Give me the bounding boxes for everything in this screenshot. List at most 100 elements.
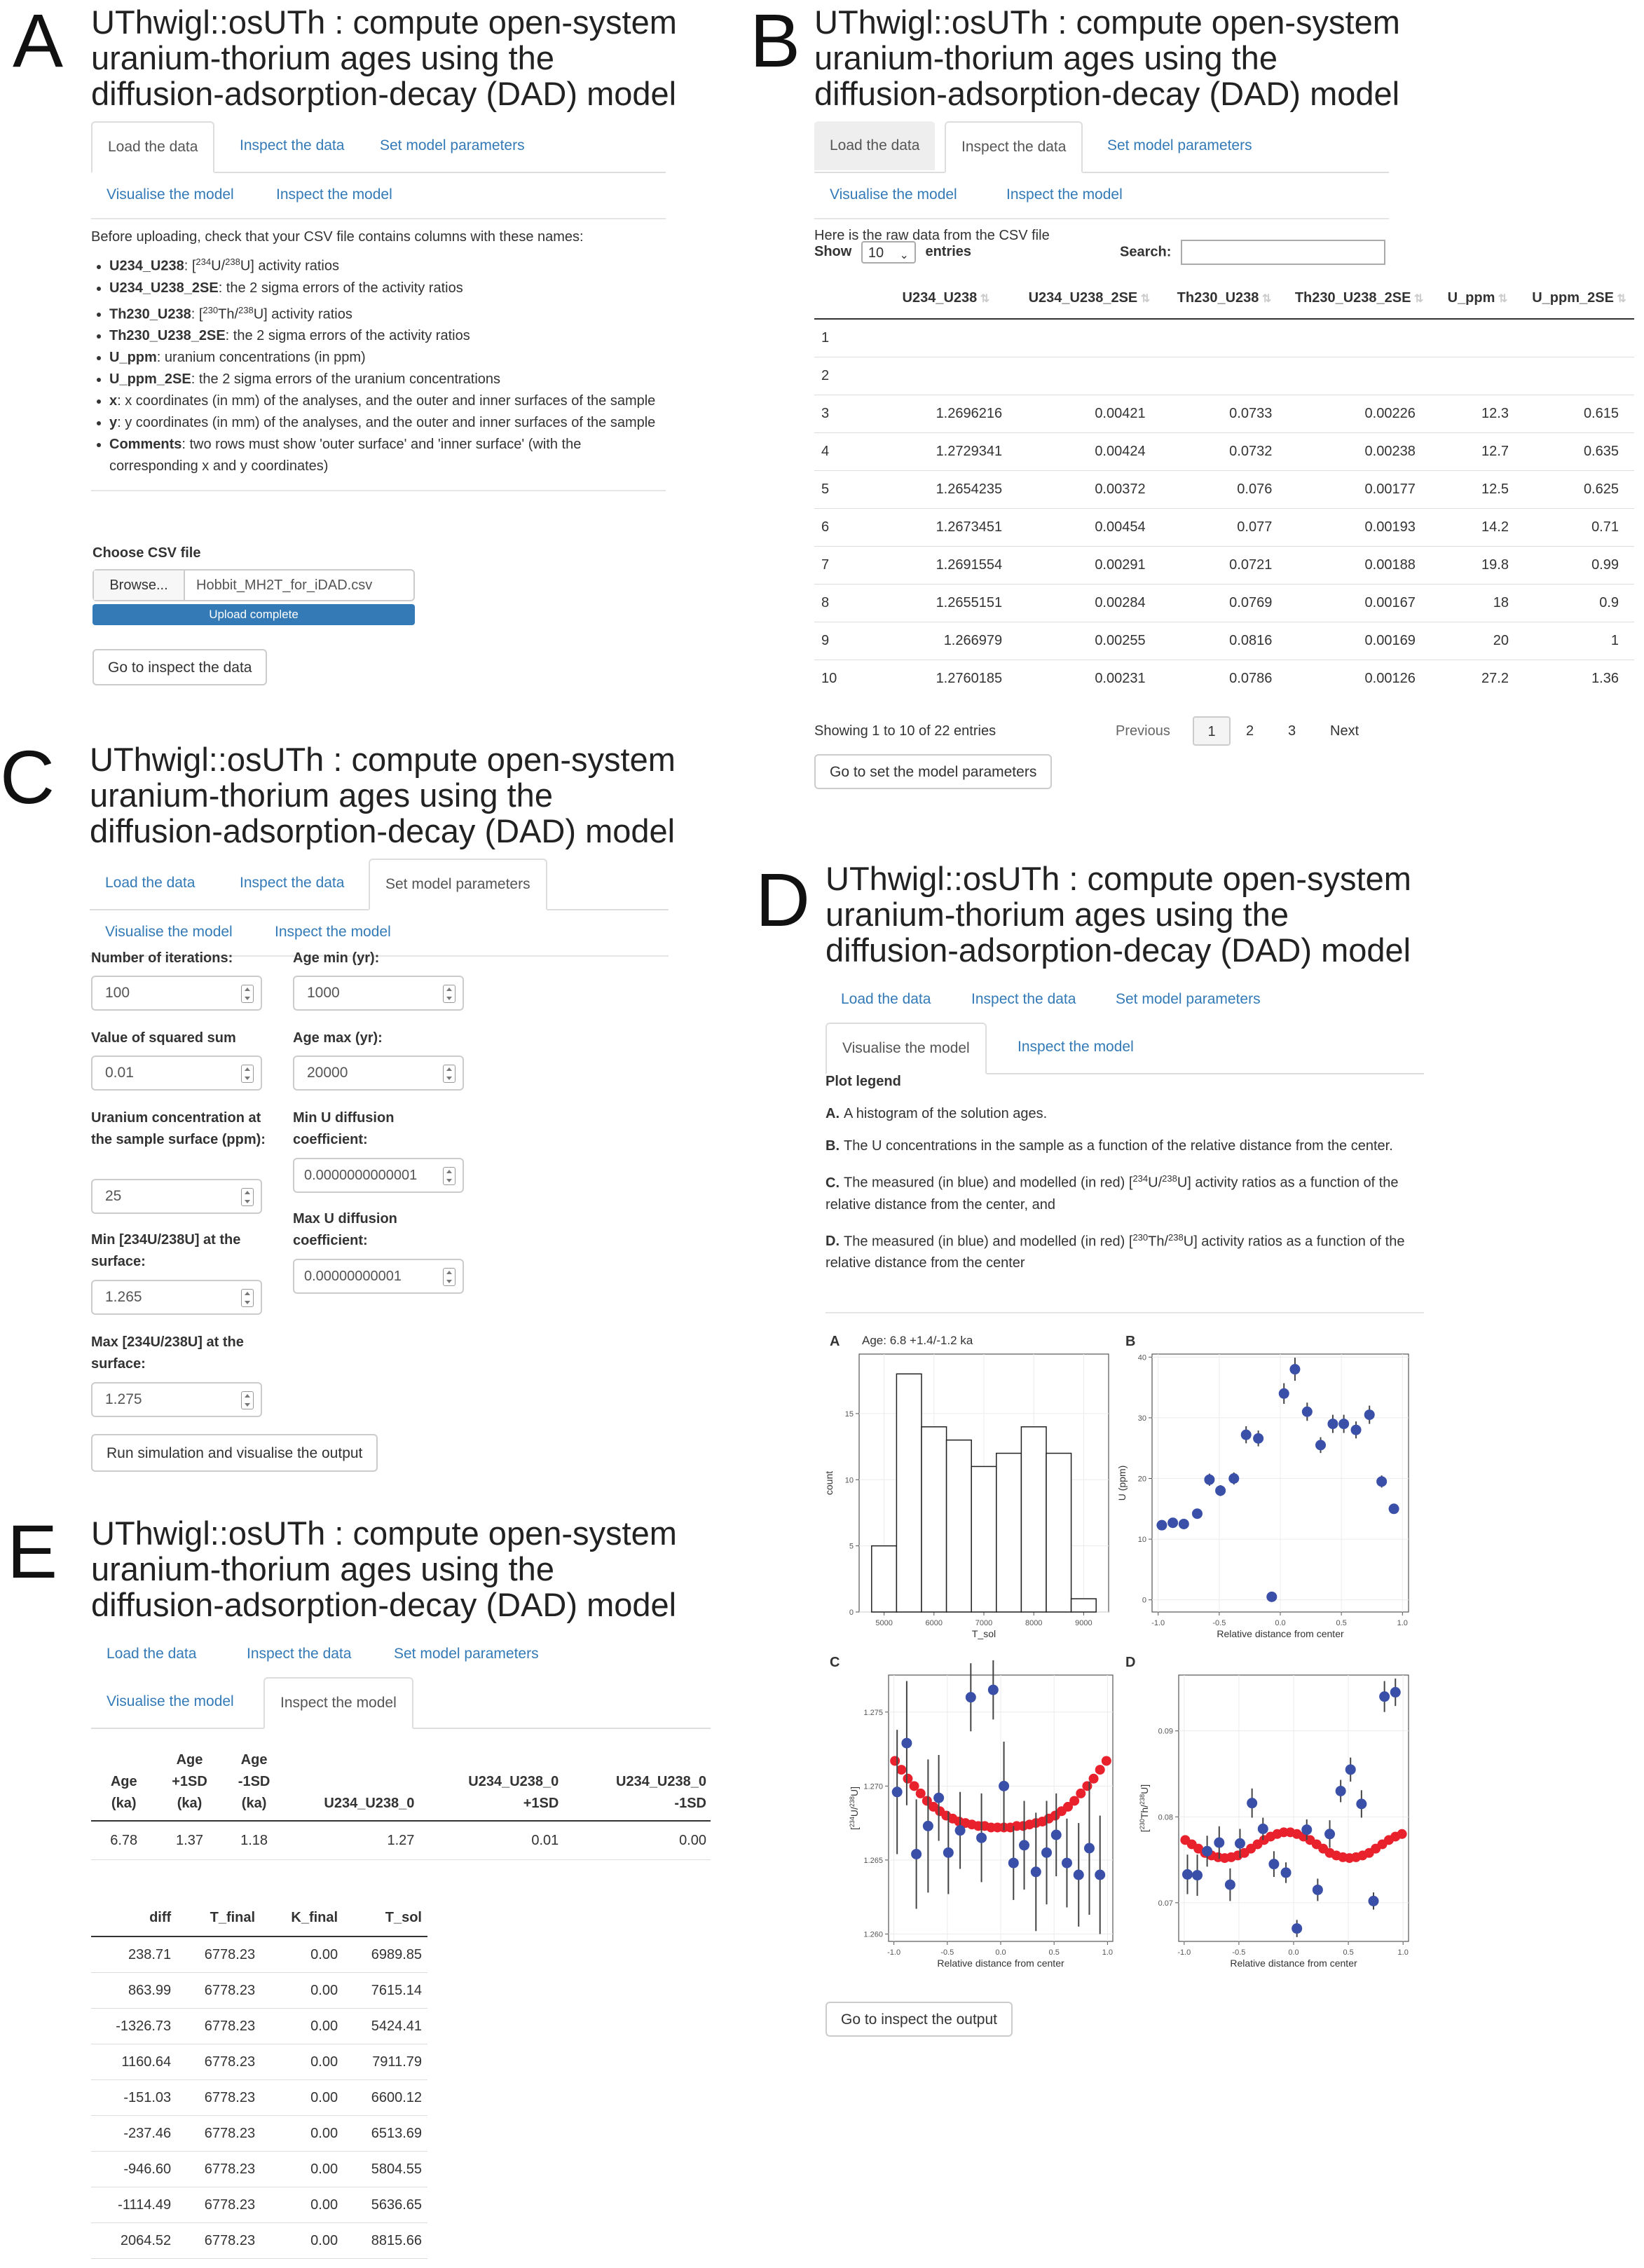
modelled-point (1397, 1829, 1407, 1839)
tab-visualise-model[interactable]: Visualise the model (105, 924, 233, 940)
stepper-icon[interactable] (443, 985, 455, 1003)
column-header[interactable]: Th230_U238_2SE ⇅ (1287, 278, 1431, 320)
page-length-select[interactable]: 10 ⌄ (861, 240, 916, 264)
table-cell: 0.00238 (1287, 432, 1431, 471)
tab-inspect-model[interactable]: Inspect the model (276, 186, 392, 203)
stepper-icon[interactable] (241, 1391, 254, 1409)
app-title: UThwigl::osUTh : compute open-system ura… (90, 742, 676, 849)
x-tick-label: -0.5 (1212, 1619, 1226, 1627)
histogram-bar (921, 1426, 947, 1613)
search-input[interactable] (1180, 240, 1385, 265)
age-max-input[interactable]: 20000 (293, 1056, 464, 1091)
tab-load-data[interactable]: Load the data (91, 121, 215, 173)
measured-point (1156, 1519, 1167, 1531)
tab-visualise-model[interactable]: Visualise the model (107, 1693, 234, 1709)
column-requirement: Comments: two rows must show 'outer surf… (109, 434, 663, 477)
tab-visualise-model[interactable]: Visualise the model (830, 186, 957, 203)
app-title: UThwigl::osUTh : compute open-system ura… (91, 1515, 722, 1623)
tab-load-data[interactable]: Load the data (107, 1646, 197, 1662)
legend-key: C. (826, 1175, 840, 1191)
tab-set-params[interactable]: Set model parameters (1107, 137, 1252, 153)
section-separator (91, 490, 666, 492)
column-name: Th230_U238_2SE (109, 328, 226, 344)
goto-inspect-output-button[interactable]: Go to inspect the output (826, 2002, 1013, 2037)
tab-inspect-data[interactable]: Inspect the data (240, 875, 345, 891)
tab-inspect-data[interactable]: Inspect the data (971, 991, 1076, 1007)
secondary-tabs: Visualise the model Inspect the model (91, 1677, 711, 1729)
age-min-label: Age min (yr): (293, 950, 380, 966)
stepper-icon[interactable] (443, 1065, 455, 1083)
tab-load-data[interactable]: Load the data (105, 875, 196, 891)
tab-inspect-model[interactable]: Inspect the model (1018, 1039, 1134, 1055)
pager-page-2[interactable]: 2 (1246, 723, 1254, 739)
stepper-icon[interactable] (443, 1268, 455, 1286)
column-header[interactable]: U234_U238_2SE ⇅ (1018, 278, 1161, 320)
goto-inspect-data-button[interactable]: Go to inspect the data (93, 649, 268, 685)
iterations-input[interactable]: 100 (91, 976, 262, 1011)
column-requirement: Th230_U238_2SE: the 2 sigma errors of th… (109, 325, 663, 347)
main-tabs: Load the data Inspect the data Set model… (91, 121, 666, 173)
table-row: 3 1.2696216 0.00421 0.0733 0.00226 12.3 0.615 (814, 395, 1634, 433)
table-row: 2 (814, 357, 1634, 395)
run-simulation-button[interactable]: Run simulation and visualise the output (91, 1434, 378, 1472)
min-diffusion-input[interactable]: 0.0000000000001 (293, 1158, 464, 1193)
tab-inspect-data[interactable]: Inspect the data (240, 137, 345, 153)
column-header[interactable]: Th230_U238 ⇅ (1160, 278, 1288, 320)
tab-load-data[interactable]: Load the data (841, 991, 931, 1007)
stepper-icon[interactable] (241, 985, 254, 1003)
u-surface-input[interactable]: 25 (91, 1179, 262, 1214)
stepper-icon[interactable] (241, 1065, 254, 1083)
tab-load-data[interactable]: Load the data (814, 121, 936, 170)
tab-set-params[interactable]: Set model parameters (394, 1646, 539, 1662)
table-cell: 10 (814, 660, 875, 697)
table-cell: 1.2655151 (874, 584, 1018, 622)
measured-point (901, 1737, 912, 1749)
column-header[interactable]: U_ppm_2SE ⇅ (1523, 278, 1634, 320)
file-input-group: Browse... Hobbit_MH2T_for_iDAD.csv (93, 569, 415, 601)
detail-row: -1114.49 6778.23 0.00 5636.65 (91, 2187, 427, 2223)
measured-point (1390, 1687, 1401, 1698)
column-header[interactable]: U234_U238 ⇅ (874, 278, 1018, 320)
tab-set-params[interactable]: Set model parameters (369, 859, 547, 910)
tab-inspect-model[interactable]: Inspect the model (275, 924, 391, 940)
min-ratio-input[interactable]: 1.265 (91, 1280, 262, 1315)
table-row: 8 1.2655151 0.00284 0.0769 0.00167 18 0.9 (814, 584, 1634, 622)
table-cell: 0.00231 (1018, 660, 1161, 697)
goto-set-params-button[interactable]: Go to set the model parameters (814, 754, 1053, 789)
measured-point (1315, 1440, 1327, 1451)
table-cell: 0.00291 (1018, 546, 1161, 585)
table-row: 10 1.2760185 0.00231 0.0786 0.00126 27.2 1.36 (814, 660, 1634, 697)
tab-set-params[interactable]: Set model parameters (380, 137, 525, 153)
pager-previous[interactable]: Previous (1116, 723, 1170, 739)
column-header[interactable]: U_ppm ⇅ (1430, 278, 1524, 320)
x-tick-label: 0.5 (1049, 1948, 1060, 1957)
tab-visualise-model[interactable]: Visualise the model (107, 186, 234, 203)
measured-point (1312, 1884, 1323, 1895)
squared-sum-input[interactable]: 0.01 (91, 1056, 262, 1091)
detail-cell: 863.99 (91, 1972, 177, 2009)
pager-next[interactable]: Next (1330, 723, 1359, 739)
column-description: : uranium concentrations (in ppm) (156, 350, 366, 366)
column-description: : y coordinates (in mm) of the analyses,… (117, 415, 656, 431)
tab-inspect-data[interactable]: Inspect the data (945, 121, 1083, 173)
tab-inspect-model[interactable]: Inspect the model (263, 1677, 413, 1729)
stepper-icon[interactable] (443, 1167, 455, 1185)
tab-inspect-model[interactable]: Inspect the model (1006, 186, 1123, 203)
detail-row: 2064.52 6778.23 0.00 8815.66 (91, 2222, 427, 2259)
stepper-icon[interactable] (241, 1188, 254, 1206)
pager-page-1[interactable]: 1 (1193, 716, 1231, 746)
table-cell: 20 (1430, 622, 1524, 660)
column-header[interactable] (814, 278, 875, 320)
browse-button[interactable]: Browse... (94, 571, 185, 600)
max-ratio-input[interactable]: 1.275 (91, 1382, 262, 1417)
upload-status: Upload complete (209, 608, 299, 621)
max-diffusion-input[interactable]: 0.00000000001 (293, 1259, 464, 1294)
tab-inspect-data[interactable]: Inspect the data (247, 1646, 352, 1662)
measured-point (1280, 1867, 1292, 1878)
tab-set-params[interactable]: Set model parameters (1116, 991, 1261, 1007)
age-min-input[interactable]: 1000 (293, 976, 464, 1011)
tab-visualise-model[interactable]: Visualise the model (826, 1023, 987, 1074)
isotope-superscript: 238 (1168, 1231, 1184, 1243)
stepper-icon[interactable] (241, 1289, 254, 1307)
pager-page-3[interactable]: 3 (1288, 723, 1296, 739)
